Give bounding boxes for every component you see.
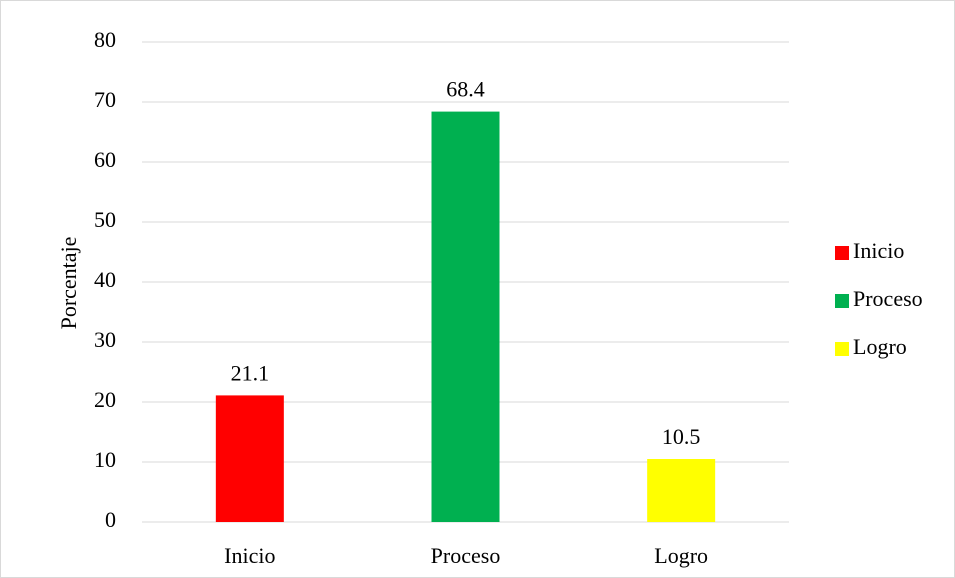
legend-swatch-inicio — [835, 246, 849, 260]
legend: Inicio Proceso Logro — [835, 238, 923, 359]
y-tick-label: 20 — [94, 387, 116, 412]
x-tick-label: Inicio — [224, 543, 275, 568]
data-label-logro: 10.5 — [662, 424, 701, 449]
x-tick-label: Proceso — [431, 543, 501, 568]
y-tick-label: 50 — [94, 207, 116, 232]
legend-label-proceso: Proceso — [853, 286, 923, 311]
bar-logro — [647, 459, 716, 522]
y-tick-label: 0 — [105, 507, 116, 532]
x-axis-ticks: Inicio Proceso Logro — [224, 543, 708, 568]
legend-swatch-logro — [835, 342, 849, 356]
x-tick-label: Logro — [654, 543, 708, 568]
y-tick-label: 40 — [94, 267, 116, 292]
y-axis-title: Porcentaje — [56, 237, 81, 330]
data-label-proceso: 68.4 — [446, 77, 485, 102]
legend-swatch-proceso — [835, 294, 849, 308]
bar-inicio — [215, 395, 284, 522]
y-tick-label: 80 — [94, 27, 116, 52]
y-tick-label: 60 — [94, 147, 116, 172]
y-tick-label: 70 — [94, 87, 116, 112]
legend-label-logro: Logro — [853, 334, 907, 359]
legend-label-inicio: Inicio — [853, 238, 904, 263]
y-tick-label: 10 — [94, 447, 116, 472]
data-label-inicio: 21.1 — [231, 360, 270, 385]
y-tick-label: 30 — [94, 327, 116, 352]
bars: 21.1 68.4 10.5 — [215, 77, 716, 522]
y-axis-ticks: 0 10 20 30 40 50 60 70 80 — [94, 27, 116, 532]
bar-proceso — [431, 111, 500, 522]
